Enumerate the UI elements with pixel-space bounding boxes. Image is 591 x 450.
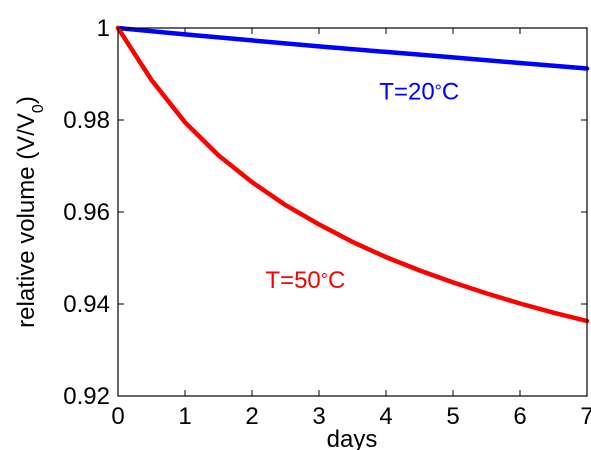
x-tick-label-6: 6 — [513, 403, 526, 430]
x-tick-label-5: 5 — [446, 403, 459, 430]
y-axis-label: relative volume (V/V0) — [13, 96, 47, 328]
x-tick-label-3: 3 — [312, 403, 325, 430]
annotation-2-main: T=50 — [265, 267, 320, 294]
y-axis-ticks: 0.92 0.94 0.96 0.98 1 — [63, 15, 587, 410]
annotation-2-unit: C — [328, 267, 345, 294]
x-tick-label-1: 1 — [178, 403, 191, 430]
annotation-1-main: T=20 — [379, 78, 434, 105]
y-tick-label-0.94: 0.94 — [63, 291, 110, 318]
x-tick-label-2: 2 — [245, 403, 258, 430]
x-tick-label-4: 4 — [379, 403, 392, 430]
x-tick-label-0: 0 — [111, 403, 124, 430]
plot-area — [118, 28, 587, 396]
y-axis-label-end: ) — [13, 96, 40, 104]
annotation-1: T=20°C — [379, 78, 459, 105]
y-axis-label-subscript: 0 — [30, 104, 47, 113]
x-tick-label-7: 7 — [580, 403, 591, 430]
annotations: T=20°CT=50°C — [265, 78, 459, 294]
series-line-2 — [115, 25, 590, 324]
y-tick-label-1: 1 — [97, 15, 110, 42]
annotation-2-degree: ° — [321, 270, 328, 290]
x-axis-ticks: 0 1 2 3 4 5 6 7 — [111, 28, 591, 430]
y-tick-label-0.98: 0.98 — [63, 107, 110, 134]
x-axis-label: days — [327, 426, 378, 450]
annotation-1-unit: C — [442, 78, 459, 105]
annotation-1-degree: ° — [435, 81, 442, 101]
y-tick-label-0.96: 0.96 — [63, 199, 110, 226]
annotation-2: T=50°C — [265, 267, 345, 294]
y-tick-label-0.92: 0.92 — [63, 383, 110, 410]
series-line-1 — [115, 25, 590, 71]
y-axis-label-main: relative volume (V/V — [13, 113, 40, 328]
series-layer — [115, 25, 590, 324]
